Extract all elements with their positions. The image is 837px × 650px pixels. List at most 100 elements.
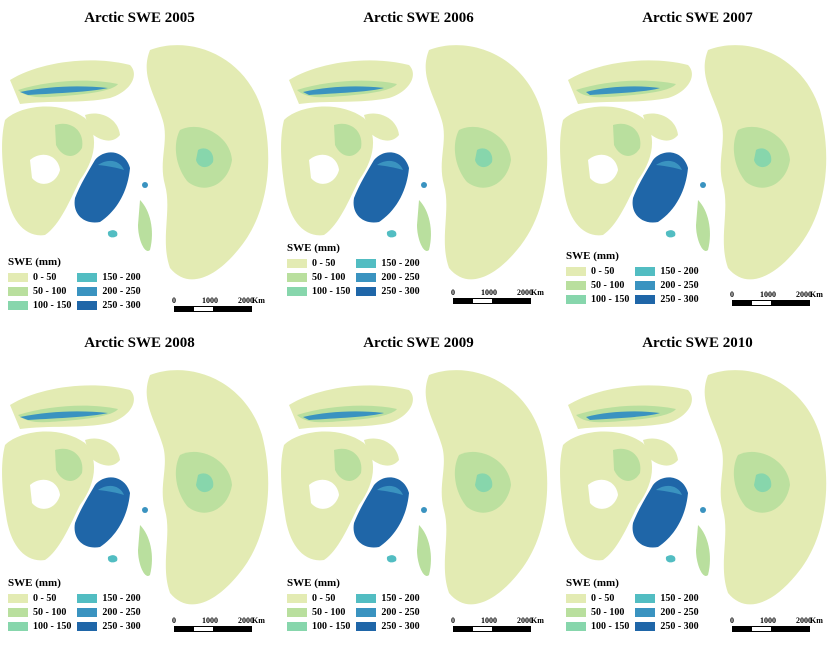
legend-swatch	[635, 280, 656, 290]
legend-swatch	[8, 621, 28, 631]
legend-item: 250 - 300	[635, 293, 699, 305]
scale-bar	[732, 626, 810, 632]
panel-title: Arctic SWE 2009	[363, 335, 474, 351]
legend-item: 100 - 150	[8, 620, 71, 632]
panel-title: Arctic SWE 2006	[363, 10, 474, 26]
siberia-core	[475, 148, 493, 168]
legend-title: SWE (mm)	[566, 250, 619, 262]
scale-tick-0: 0	[730, 616, 734, 625]
iceland	[665, 555, 676, 563]
legend-item: 200 - 250	[77, 285, 141, 297]
canada-snow-zone	[334, 123, 362, 156]
greenland-edge	[98, 160, 124, 170]
scandinavia-mountains	[303, 411, 384, 420]
scale-tick-2000: 2000	[517, 616, 533, 625]
novaya-zemlya	[450, 165, 458, 192]
siberia-core	[754, 148, 772, 168]
legend-swatch	[566, 280, 586, 290]
legend-item: 100 - 150	[8, 299, 71, 311]
arctic-archipelago	[85, 113, 120, 141]
legend-swatch	[566, 294, 586, 304]
scale-tick-0: 0	[451, 616, 455, 625]
hudson-bay	[30, 154, 60, 184]
novaya-zemlya	[729, 165, 737, 192]
arctic-map	[281, 45, 548, 280]
greenland-edge	[656, 485, 682, 495]
canada-snow-zone	[613, 123, 641, 156]
scale-unit: Km	[531, 616, 544, 625]
legend-swatch	[635, 607, 656, 617]
legend-swatch	[356, 272, 377, 282]
legend-swatch	[8, 286, 28, 296]
scale-unit: Km	[810, 290, 823, 299]
kamchatka-region	[138, 525, 152, 576]
legend-swatch	[77, 607, 98, 617]
scale-bar-group: 0 1000 2000 Km	[170, 616, 270, 632]
legend-label: 100 - 150	[312, 285, 351, 297]
legend-item: 250 - 300	[77, 299, 141, 311]
legend-label: 250 - 300	[660, 620, 699, 632]
panel-title: Arctic SWE 2008	[84, 335, 195, 351]
legend-label: 200 - 250	[381, 271, 420, 283]
swe-legend: SWE (mm) 0 - 50 50 - 100 100 - 150 150 -…	[8, 256, 141, 311]
iceland	[386, 230, 397, 238]
arctic-archipelago	[643, 113, 678, 141]
svalbard	[700, 507, 706, 513]
scandinavia-mountains	[586, 86, 660, 95]
legend-label: 200 - 250	[660, 606, 699, 618]
swe-legend: SWE (mm) 0 - 50 50 - 100 100 - 150 150 -…	[287, 242, 420, 297]
kamchatka-region	[696, 525, 710, 576]
legend-label: 50 - 100	[312, 271, 346, 283]
legend-label: 0 - 50	[312, 257, 336, 269]
scale-tick-1000: 1000	[760, 290, 776, 299]
legend-swatch	[566, 607, 586, 617]
novaya-zemlya	[729, 490, 737, 517]
scale-unit: Km	[252, 616, 265, 625]
svalbard	[142, 507, 148, 513]
legend-title: SWE (mm)	[566, 577, 619, 589]
legend-label: 150 - 200	[102, 592, 141, 604]
arctic-archipelago	[364, 113, 399, 141]
scale-bar-group: 0 1000 2000 Km	[449, 616, 549, 632]
swe-legend: SWE (mm) 0 - 50 50 - 100 100 - 150 150 -…	[566, 577, 699, 632]
arctic-archipelago	[364, 438, 399, 466]
legend-swatch	[635, 621, 656, 631]
legend-swatch	[566, 266, 586, 276]
legend-swatch	[77, 593, 98, 603]
legend-item: 0 - 50	[8, 592, 71, 604]
legend-item: 50 - 100	[287, 271, 350, 283]
scandinavia-mountains	[303, 86, 384, 95]
novaya-zemlya	[450, 490, 458, 517]
iceland	[107, 555, 118, 563]
legend-label: 250 - 300	[102, 299, 141, 311]
hudson-bay	[588, 479, 618, 509]
swe-legend: SWE (mm) 0 - 50 50 - 100 100 - 150 150 -…	[287, 577, 420, 632]
greenland-ice-sheet	[353, 477, 409, 548]
scale-unit: Km	[810, 616, 823, 625]
greenland-edge	[377, 485, 403, 495]
legend-label: 100 - 150	[33, 620, 72, 632]
legend-swatch	[287, 607, 307, 617]
legend-item: 150 - 200	[77, 592, 141, 604]
arctic-map	[2, 45, 269, 280]
arctic-map	[560, 45, 827, 280]
legend-swatch	[287, 272, 307, 282]
iceland	[386, 555, 397, 563]
scale-bar	[453, 298, 531, 304]
scale-tick-2000: 2000	[796, 290, 812, 299]
legend-label: 250 - 300	[102, 620, 141, 632]
greenland-ice-sheet	[74, 477, 130, 548]
swe-legend: SWE (mm) 0 - 50 50 - 100 100 - 150 150 -…	[8, 577, 141, 632]
legend-swatch	[566, 593, 586, 603]
scale-bar-group: 0 1000 2000 Km	[728, 290, 828, 306]
arctic-map	[2, 370, 269, 605]
scale-bar-group: 0 1000 2000 Km	[170, 296, 270, 312]
scale-unit: Km	[531, 288, 544, 297]
legend-swatch	[635, 593, 656, 603]
legend-item: 0 - 50	[566, 592, 629, 604]
legend-label: 100 - 150	[33, 299, 72, 311]
legend-swatch	[566, 621, 586, 631]
legend-label: 50 - 100	[33, 285, 67, 297]
legend-swatch	[287, 258, 307, 268]
siberia-core	[196, 473, 214, 493]
